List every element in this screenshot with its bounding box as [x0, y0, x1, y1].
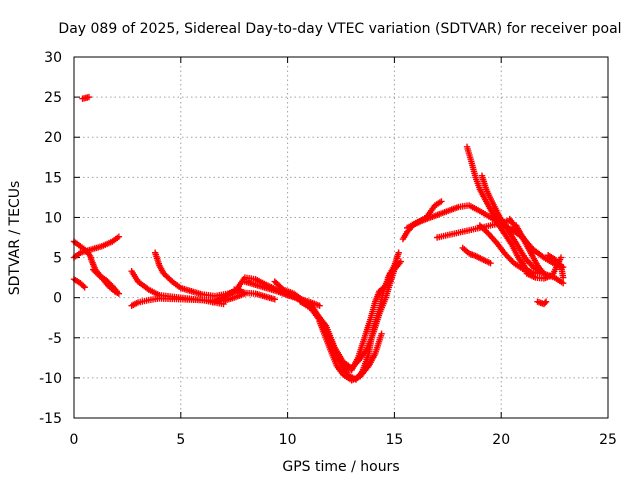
series-arc-16	[316, 318, 385, 384]
y-tick-label: 25	[44, 90, 62, 106]
data-point	[278, 285, 286, 292]
y-tick-label: 15	[44, 170, 62, 186]
y-tick-label: -10	[39, 371, 62, 387]
data-point	[395, 249, 402, 256]
data-point	[81, 284, 88, 291]
x-tick-label: 15	[385, 432, 403, 448]
y-tick-label: -15	[39, 411, 62, 427]
data-point	[378, 330, 385, 337]
data-point	[530, 250, 537, 257]
data-point	[487, 259, 494, 267]
data-point	[556, 261, 563, 268]
plot-frame	[73, 56, 609, 419]
x-tick-labels: 0 5 10 15 20 25	[70, 432, 617, 448]
series-arc-26	[512, 222, 537, 257]
gridlines	[74, 57, 608, 418]
series-arc-24	[476, 222, 543, 277]
data-point	[557, 254, 565, 261]
series-arc-29	[534, 298, 550, 308]
series-arc-19	[404, 198, 445, 232]
series-arc-12	[231, 286, 278, 303]
series-arc-4	[79, 93, 93, 102]
y-axis-label: SDTVAR / TECUs	[7, 181, 23, 296]
x-tick-label: 20	[492, 432, 510, 448]
y-tick-labels: -15 -10 -5 0 5 10 15 20 25 30	[39, 50, 62, 427]
data-point	[438, 198, 445, 205]
data-point	[113, 288, 120, 295]
series-arc-9	[151, 249, 244, 300]
y-tick-label: -5	[48, 331, 62, 347]
x-tick-label: 10	[279, 432, 297, 448]
data-point	[559, 280, 567, 287]
chart-title: Day 089 of 2025, Sidereal Day-to-day VTE…	[58, 21, 621, 37]
data-point	[541, 299, 549, 307]
series-arc-23	[459, 244, 494, 267]
y-tick-label: 20	[44, 130, 62, 146]
data-point	[316, 302, 323, 309]
y-tick-label: 5	[53, 251, 62, 267]
data-point	[271, 296, 278, 303]
y-tick-label: 0	[53, 291, 62, 307]
y-tick-label: 30	[44, 50, 62, 66]
series-arc-28	[544, 251, 567, 281]
series-arc-2	[70, 233, 123, 261]
data-point	[115, 233, 123, 240]
data-point	[483, 228, 491, 236]
x-tick-label: 0	[70, 432, 79, 448]
data-point	[85, 93, 93, 101]
y-tick-label: 10	[44, 210, 62, 226]
series-arc-22	[478, 172, 567, 287]
x-axis-label: GPS time / hours	[282, 459, 399, 475]
x-tick-label: 5	[176, 432, 185, 448]
data-point	[542, 298, 550, 305]
data-point	[80, 282, 87, 290]
series-arc-6	[90, 266, 120, 295]
series-arc-17	[384, 249, 402, 281]
data-point	[559, 274, 567, 281]
series-arc-8	[128, 290, 249, 309]
x-tick-label: 25	[599, 432, 617, 448]
